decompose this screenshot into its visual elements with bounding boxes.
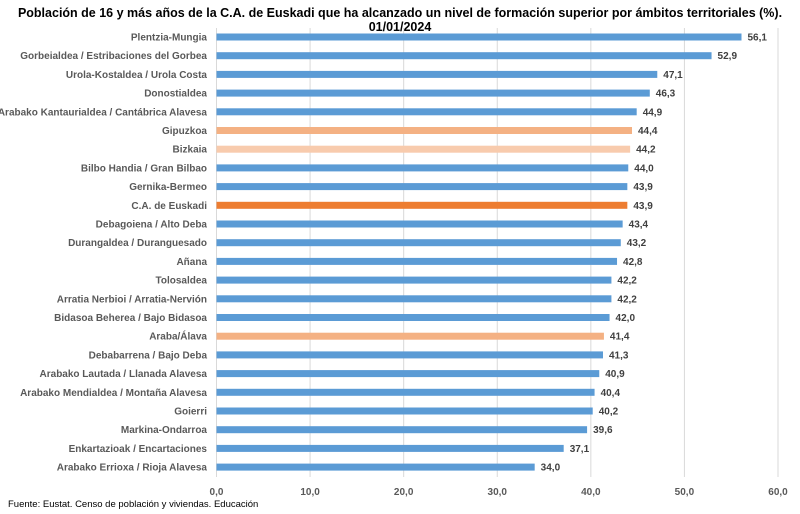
data-label: 34,0	[541, 463, 561, 474]
data-label: 44,9	[643, 107, 663, 118]
bar	[216, 351, 603, 359]
bar	[216, 33, 742, 41]
bar	[216, 388, 595, 396]
category-label: Goierri	[174, 407, 207, 418]
x-tick-label: 0,0	[210, 487, 224, 498]
category-label: Tolosaldea	[156, 276, 208, 287]
bar	[216, 426, 588, 434]
bar	[216, 257, 618, 265]
data-label: 43,2	[627, 238, 647, 249]
category-label: Durangaldea / Duranguesado	[68, 238, 207, 249]
data-label: 52,9	[718, 51, 738, 62]
x-tick-label: 20,0	[394, 487, 414, 498]
category-label: Urola-Kostaldea / Urola Costa	[66, 70, 208, 81]
bar	[216, 276, 612, 284]
bar	[216, 314, 610, 321]
category-label: Enkartazioak / Encartaciones	[69, 444, 208, 455]
bar	[216, 201, 628, 209]
data-label: 37,1	[570, 444, 590, 455]
category-label: Arabako Mendialdea / Montaña Alavesa	[20, 388, 207, 399]
category-label: Markina-Ondarroa	[121, 425, 208, 436]
bar	[216, 463, 535, 471]
data-label: 40,4	[601, 388, 621, 399]
data-label: 56,1	[748, 33, 768, 44]
data-label: 41,4	[610, 332, 630, 343]
source-note: Fuente: Eustat. Censo de población y viv…	[8, 499, 259, 510]
bar	[216, 183, 628, 191]
category-label: C.A. de Euskadi	[131, 201, 207, 212]
x-tick-label: 50,0	[675, 487, 695, 498]
category-label: Arabako Errioxa / Rioja Alavesa	[57, 463, 208, 474]
data-label: 44,0	[634, 163, 654, 174]
category-label: Añana	[176, 257, 207, 268]
bar	[216, 239, 621, 247]
bar	[216, 89, 650, 97]
data-label: 42,2	[617, 294, 637, 305]
category-label: Gernika-Bermeo	[129, 182, 207, 193]
category-label: Bizkaia	[173, 145, 208, 156]
data-label: 44,2	[636, 145, 656, 156]
x-tick-label: 40,0	[581, 487, 601, 498]
category-label: Debabarrena / Bajo Deba	[89, 350, 208, 361]
bar	[216, 407, 593, 415]
category-label: Bidasoa Beherea / Bajo Bidasoa	[54, 313, 207, 324]
bar	[216, 295, 612, 303]
data-label: 47,1	[663, 70, 683, 81]
bar	[216, 52, 712, 60]
x-tick-label: 30,0	[488, 487, 508, 498]
data-label: 43,9	[633, 201, 653, 212]
data-label: 46,3	[656, 89, 676, 100]
bar	[216, 145, 631, 153]
category-label: Gorbeialdea / Estribaciones del Gorbea	[20, 51, 207, 62]
bar	[216, 164, 629, 172]
chart-title: Población de 16 y más años de la C.A. de…	[17, 6, 783, 34]
category-label: Debagoiena / Alto Deba	[96, 220, 208, 231]
bar	[216, 370, 600, 378]
data-label: 42,2	[617, 276, 637, 287]
bar	[216, 332, 604, 340]
category-label: Arabako Kantaurialdea / Cantábrica Alave…	[0, 107, 207, 118]
category-label: Donostialdea	[144, 89, 207, 100]
bar	[216, 220, 623, 228]
data-label: 39,6	[593, 425, 613, 436]
category-label: Plentzia-Mungia	[131, 33, 208, 44]
bar	[216, 70, 658, 78]
data-label: 43,9	[633, 182, 653, 193]
data-label: 41,3	[609, 350, 629, 361]
category-label: Gipuzkoa	[162, 126, 207, 137]
data-label: 43,4	[629, 220, 649, 231]
bar	[216, 444, 564, 452]
data-label: 40,2	[599, 407, 619, 418]
data-label: 44,4	[638, 126, 658, 137]
category-label: Bilbo Handia / Gran Bilbao	[81, 163, 207, 174]
data-label: 40,9	[605, 369, 625, 380]
x-tick-label: 10,0	[300, 487, 320, 498]
category-label: Arratia Nerbioi / Arratia-Nervión	[57, 294, 207, 305]
x-tick-label: 60,0	[768, 487, 788, 498]
bar	[216, 108, 637, 116]
data-label: 42,8	[623, 257, 643, 268]
data-label: 42,0	[616, 313, 636, 324]
category-label: Arabako Lautada / Llanada Alavesa	[40, 369, 208, 380]
bar	[216, 127, 633, 134]
category-label: Araba/Álava	[149, 330, 207, 343]
